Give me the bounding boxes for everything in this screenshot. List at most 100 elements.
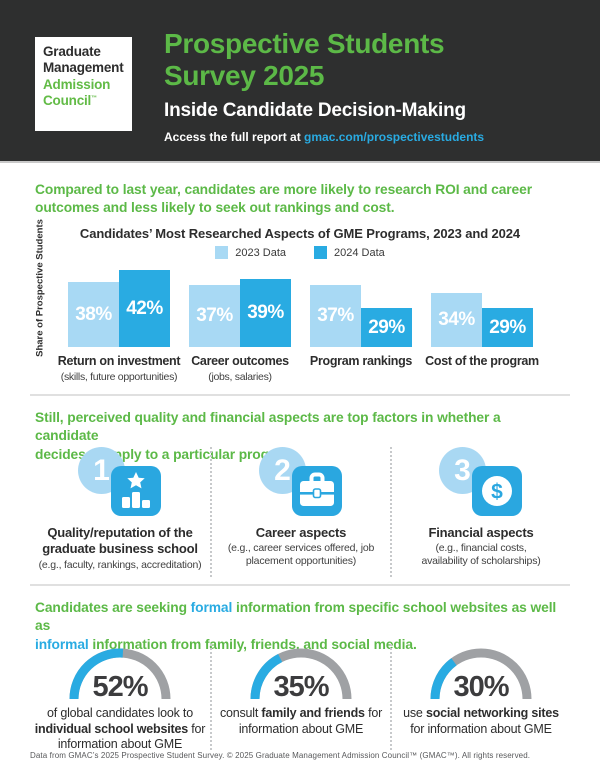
legend-item: 2023 Data (215, 246, 286, 259)
gauge-arc: 52% (60, 644, 180, 703)
text-segment: for (187, 721, 206, 736)
factor-subtitle-line: availability of scholarships) (421, 555, 541, 568)
factor-subtitle: (e.g., financial costs, availability of s… (392, 542, 570, 568)
gauge-label: use social networking sites for informati… (392, 706, 570, 737)
bar-2023: 37% (310, 285, 361, 347)
access-text: Access the full report at gmac.com/prosp… (164, 130, 484, 144)
gauge-item: 35% consult family and friends for informa… (210, 644, 390, 750)
text-segment: use (403, 706, 426, 720)
bar-category-sublabel: (jobs, salaries) (208, 371, 272, 383)
factor-item: 2 Career aspects (e.g., career services of… (210, 447, 390, 577)
text-segment: family and friends (261, 706, 365, 720)
text-segment: Still, perceived quality and financial a… (35, 410, 501, 444)
factor-title: Career aspects (212, 525, 390, 541)
text-segment: Candidates are seeking (35, 600, 191, 615)
podium-star-icon (111, 466, 161, 516)
page-title-line1: Prospective Students (164, 28, 445, 59)
page-subtitle: Inside Candidate Decision-Making (164, 100, 466, 122)
legend-label: 2023 Data (235, 246, 286, 259)
factor-title: Quality/reputation of the graduate busine… (30, 525, 210, 558)
factor-title: Financial aspects (392, 525, 570, 541)
text-segment: informal (35, 636, 89, 652)
svg-text:$: $ (491, 481, 503, 504)
factor-subtitle: (e.g., faculty, rankings, accreditation) (30, 559, 210, 572)
section-divider (30, 394, 570, 396)
legend-swatch (314, 246, 327, 259)
chart-title: Candidates’ Most Researched Aspects of G… (79, 226, 521, 241)
bar-2023: 38% (68, 282, 119, 347)
factor-subtitle: (e.g., career services offered, job place… (212, 542, 390, 568)
bar-value-label: 29% (489, 316, 526, 338)
bar-category-sublabel: (skills, future opportunities) (60, 371, 178, 383)
factor-subtitle-line: (e.g., faculty, rankings, accreditation) (38, 558, 202, 571)
page-title-line2: Survey 2025 (164, 59, 325, 91)
text-segment: information about GME (238, 721, 364, 736)
legend-item: 2024 Data (314, 246, 385, 259)
chart-legend: 2023 Data 2024 Data (0, 246, 600, 259)
text-segment: for information about GME (410, 721, 552, 736)
gauge-arc: 30% (421, 644, 541, 703)
bar-value-label: 38% (75, 303, 112, 325)
bar-group: 37% 39% Career outcomes (jobs, salaries) (189, 270, 291, 383)
logo-text-line: Council™ (43, 93, 97, 109)
bars-area: 38% 42% Return on investment (skills, futur… (58, 270, 539, 383)
briefcase-icon (292, 466, 342, 516)
legend-swatch (215, 246, 229, 259)
bar-value-label: 34% (438, 309, 475, 330)
text-segment: social networking sites (425, 706, 559, 720)
legend-label: 2024 Data (334, 246, 385, 259)
factor-title-line: Quality/reputation of the (47, 525, 193, 540)
bar-chart: Candidates’ Most Researched Aspects of G… (0, 219, 600, 390)
factor-title-line: graduate business school (42, 541, 198, 557)
text-segment: information about GME (57, 737, 183, 752)
logo-text-line: Admission (43, 76, 111, 92)
factor-item: 3 $ Financial aspects (e.g., financial cost… (390, 447, 570, 577)
bar-value-label: 42% (126, 297, 163, 319)
text-segment: of global candidates look to (47, 706, 193, 720)
y-axis-label: Share of Prospective Students (34, 219, 46, 357)
bar-2024: 42% (119, 270, 170, 347)
bar-2024: 39% (240, 279, 291, 347)
factor-title-line: Career aspects (255, 525, 347, 540)
bar-category-label: Program rankings (309, 354, 413, 368)
bar-value-label: 37% (196, 305, 233, 326)
gauge-percent: 30% (453, 671, 509, 703)
section-heading-information: Candidates are seeking formal informatio… (35, 599, 565, 654)
footer-note: Data from GMAC’s 2025 Prospective Studen… (30, 751, 531, 760)
bar-category-label: Career outcomes (191, 354, 289, 368)
factor-icon-cluster: 2 (259, 447, 343, 519)
bar-group: 38% 42% Return on investment (skills, futur… (58, 270, 181, 383)
section-divider (30, 584, 570, 586)
report-link[interactable]: gmac.com/prospectivestudents (304, 130, 485, 145)
section-heading-research: Compared to last year, candidates are mo… (35, 181, 565, 218)
factor-item: 1 Quality/reputation of the graduate busin… (30, 447, 210, 577)
factor-icon-cluster: 1 (78, 447, 162, 519)
text-segment: Compared to last year, candidates are mo… (35, 182, 532, 197)
logo-text-line: Graduate (43, 44, 101, 59)
text-segment: outcomes and less likely to seek out ran… (35, 200, 395, 216)
page-title: Prospective Students Survey 2025 (164, 28, 484, 91)
text-segment: individual school websites (34, 721, 188, 736)
gmac-logo: Graduate Management Admission Council™ (35, 37, 132, 131)
bar-2023: 37% (189, 285, 240, 347)
factor-subtitle-line: (e.g., financial costs, (435, 542, 527, 555)
dollar-circle-icon: $ (472, 466, 522, 516)
bar-value-label: 29% (368, 316, 405, 338)
bar-value-label: 39% (247, 302, 284, 323)
gauge-label: of global candidates look to individual s… (30, 706, 210, 753)
bar-category-label: Return on investment (57, 354, 181, 368)
gauge-item: 52% of global candidates look to individua… (30, 644, 210, 753)
text-segment: consult (219, 706, 262, 720)
text-segment: information from family, friends, and so… (88, 636, 417, 652)
bar-group: 37% 29% Program rankings (310, 270, 412, 368)
gauge-item: 30% use social networking sites for inform… (390, 644, 570, 750)
gauge-percent: 52% (92, 671, 148, 703)
text-segment: formal (190, 600, 233, 615)
factor-title-line: Financial aspects (428, 525, 534, 540)
bar-value-label: 37% (317, 305, 354, 326)
bar-2024: 29% (482, 308, 533, 347)
gauge-percent: 35% (273, 671, 329, 703)
gauge-label: consult family and friends for informatio… (212, 706, 390, 737)
bar-2024: 29% (361, 308, 412, 347)
